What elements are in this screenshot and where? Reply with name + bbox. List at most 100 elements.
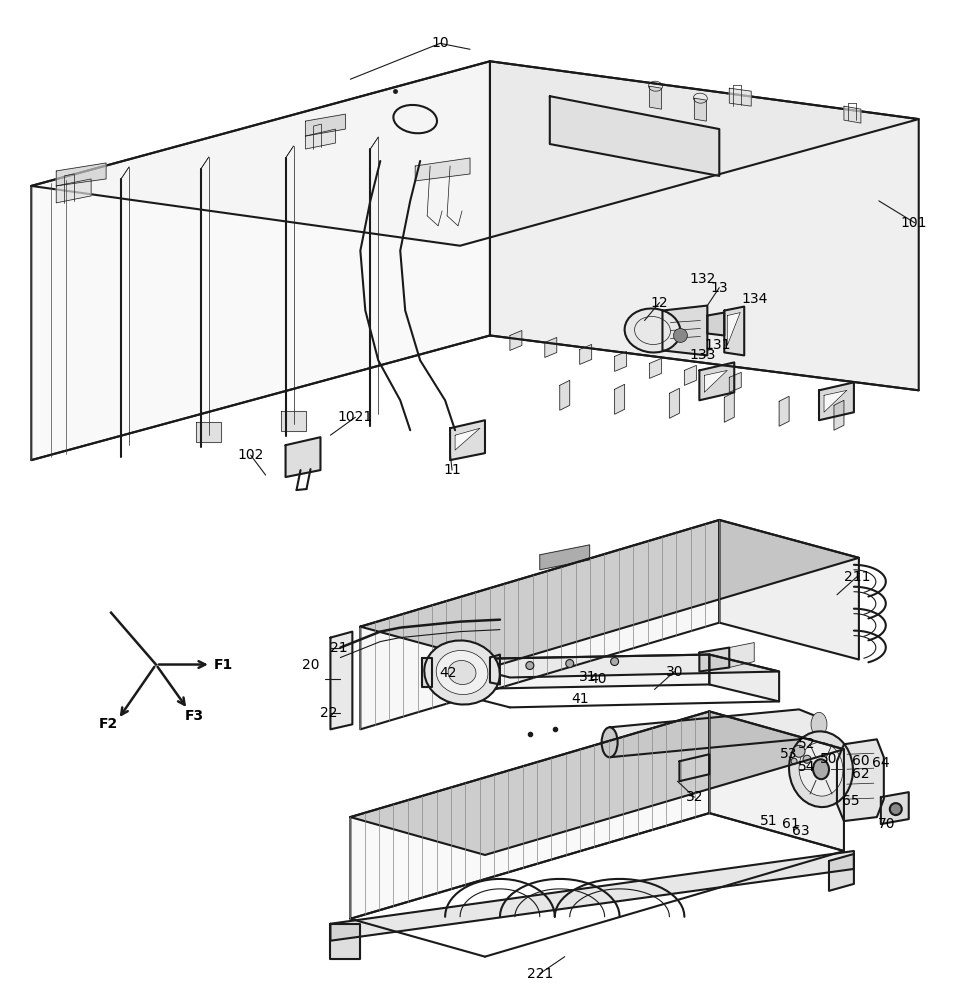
Polygon shape [699, 362, 734, 400]
Text: 61: 61 [783, 817, 800, 831]
Polygon shape [360, 520, 719, 729]
Polygon shape [707, 313, 724, 335]
Polygon shape [709, 711, 844, 851]
Ellipse shape [813, 759, 829, 779]
Polygon shape [490, 61, 919, 390]
Circle shape [673, 328, 688, 342]
Polygon shape [844, 106, 861, 123]
Polygon shape [709, 655, 779, 701]
Circle shape [526, 662, 534, 670]
Text: 53: 53 [781, 747, 798, 761]
Ellipse shape [811, 712, 827, 736]
Text: 70: 70 [878, 817, 896, 831]
Ellipse shape [789, 731, 853, 807]
Text: 30: 30 [666, 665, 683, 679]
Text: 10: 10 [431, 36, 449, 50]
Text: 11: 11 [444, 463, 461, 477]
Text: F2: F2 [99, 717, 118, 731]
Polygon shape [545, 337, 557, 357]
Circle shape [610, 658, 619, 666]
Text: 42: 42 [440, 666, 457, 680]
Text: 51: 51 [761, 814, 778, 828]
Text: F1: F1 [215, 658, 234, 672]
Polygon shape [57, 163, 106, 186]
Text: 63: 63 [792, 824, 810, 838]
Text: 62: 62 [852, 767, 870, 781]
Polygon shape [490, 655, 500, 684]
Text: 13: 13 [711, 281, 728, 295]
Text: 65: 65 [842, 794, 859, 808]
Polygon shape [837, 739, 884, 821]
Polygon shape [306, 114, 346, 136]
Polygon shape [32, 61, 490, 460]
Polygon shape [331, 924, 360, 959]
Ellipse shape [602, 727, 618, 757]
Text: 31: 31 [579, 670, 597, 684]
Polygon shape [729, 372, 741, 392]
Polygon shape [834, 400, 844, 430]
Circle shape [566, 660, 574, 668]
Circle shape [890, 803, 901, 815]
Text: 21: 21 [330, 641, 347, 655]
Text: 40: 40 [589, 672, 606, 686]
Polygon shape [440, 655, 779, 677]
Polygon shape [670, 388, 679, 418]
Text: 133: 133 [689, 348, 716, 362]
Text: 22: 22 [320, 706, 337, 720]
Polygon shape [331, 851, 854, 941]
Text: 211: 211 [844, 570, 870, 584]
Ellipse shape [448, 660, 476, 685]
Circle shape [803, 755, 811, 763]
Text: 1021: 1021 [338, 410, 373, 424]
Polygon shape [615, 384, 625, 414]
Polygon shape [679, 754, 709, 781]
Polygon shape [550, 96, 719, 176]
Polygon shape [719, 520, 859, 660]
Polygon shape [684, 365, 696, 385]
Ellipse shape [625, 309, 680, 352]
Polygon shape [281, 411, 306, 431]
Circle shape [791, 758, 797, 764]
Polygon shape [351, 711, 844, 855]
Polygon shape [559, 380, 570, 410]
Polygon shape [727, 313, 741, 345]
Polygon shape [829, 854, 854, 891]
Polygon shape [779, 396, 789, 426]
Polygon shape [729, 88, 751, 106]
Polygon shape [729, 643, 754, 668]
Polygon shape [422, 658, 432, 687]
Text: 102: 102 [238, 448, 263, 462]
Polygon shape [824, 390, 847, 412]
Polygon shape [351, 711, 709, 919]
Text: 32: 32 [686, 790, 703, 804]
Polygon shape [580, 344, 592, 364]
Ellipse shape [799, 742, 843, 796]
Text: 60: 60 [852, 754, 870, 768]
Ellipse shape [436, 650, 488, 695]
Polygon shape [415, 158, 470, 181]
Polygon shape [32, 61, 919, 246]
Polygon shape [539, 545, 590, 570]
Text: 64: 64 [872, 756, 890, 770]
Circle shape [793, 745, 805, 757]
Text: 221: 221 [527, 967, 553, 981]
Text: 132: 132 [689, 272, 716, 286]
Text: F3: F3 [184, 709, 203, 723]
Polygon shape [663, 306, 707, 355]
Polygon shape [450, 420, 485, 460]
Polygon shape [440, 655, 709, 689]
Text: 101: 101 [901, 216, 927, 230]
Circle shape [486, 664, 494, 672]
Polygon shape [285, 437, 321, 477]
Polygon shape [695, 98, 706, 121]
Polygon shape [455, 428, 480, 450]
Polygon shape [724, 392, 734, 422]
Text: 54: 54 [798, 760, 816, 774]
Polygon shape [650, 358, 661, 378]
Polygon shape [57, 179, 91, 203]
Polygon shape [819, 382, 854, 420]
Polygon shape [615, 351, 627, 371]
Text: 134: 134 [741, 292, 767, 306]
Polygon shape [510, 330, 522, 350]
Polygon shape [609, 709, 819, 757]
